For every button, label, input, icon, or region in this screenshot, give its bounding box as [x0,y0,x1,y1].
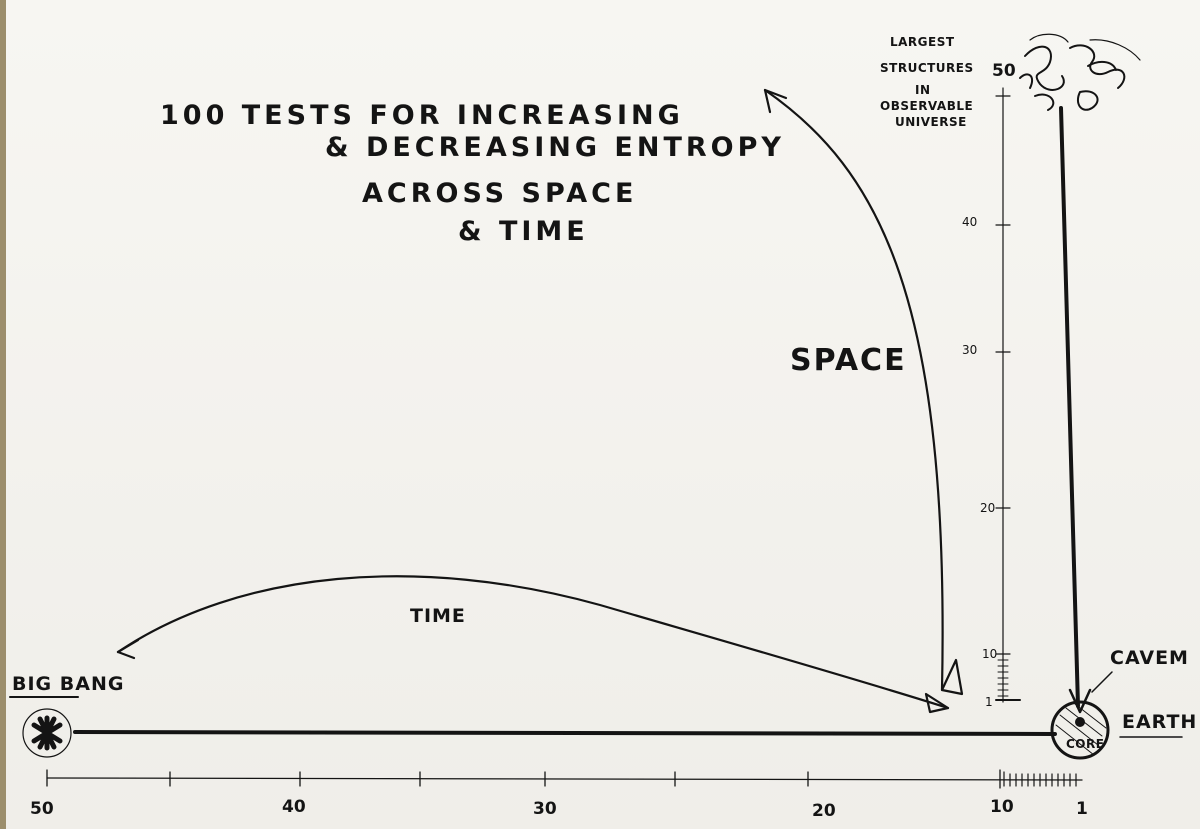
caveman-label: CAVEM [1110,647,1189,669]
space-line-arrowhead [1068,688,1092,714]
space-tick-30: 30 [962,343,977,357]
core-label: CORE [1066,737,1104,751]
title-line-4: & TIME [458,216,589,247]
title-line-3: ACROSS SPACE [362,178,637,209]
space-arrow-top-head [763,88,788,114]
title-line-2: & DECREASING ENTROPY [325,132,785,163]
svg-text:UNIVERSE: UNIVERSE [895,115,967,129]
svg-text:STRUCTURES: STRUCTURES [880,61,974,75]
big-bang-star-icon [22,708,72,758]
space-main-line [1059,106,1080,708]
time-arrow-right-head [924,692,950,714]
space-label: SPACE [790,343,907,378]
time-tick-20: 20 [812,801,836,821]
space-scale-ruler [995,87,1021,703]
largest-structures-label: LARGEST STRUCTURES IN OBSERVABLE UNIVERS… [880,35,974,129]
time-tick-labels: 50 40 30 20 10 1 [30,797,1088,821]
time-tick-10: 10 [990,797,1014,817]
title-line-1: 100 TESTS FOR INCREASING [160,100,684,131]
time-tick-40: 40 [282,797,306,817]
svg-text:IN: IN [915,83,931,97]
time-label: TIME [410,605,466,627]
caveman-pointer [1091,671,1113,693]
space-tick-1: 1 [985,695,993,709]
time-tick-1: 1 [1076,799,1088,819]
svg-text:LARGEST: LARGEST [890,35,955,49]
space-tick-50: 50 [992,61,1016,81]
diagram-title: 100 TESTS FOR INCREASING & DECREASING EN… [160,100,785,247]
big-bang-label: BIG BANG [12,673,124,695]
space-tick-20: 20 [980,501,995,515]
earth-icon [1050,700,1110,760]
svg-text:OBSERVABLE: OBSERVABLE [880,99,973,113]
time-arrow-arc [116,575,950,710]
timeline-main-line [73,730,1057,736]
time-scale-ruler [46,769,1083,789]
space-arrow-arc [763,88,944,692]
space-tick-10: 10 [982,647,997,661]
space-tick-labels: 50 40 30 20 10 1 [962,61,1016,709]
space-tick-40: 40 [962,215,977,229]
space-arrow-bottom-head [940,658,964,696]
time-arrow-left-head [116,638,140,660]
time-tick-30: 30 [533,799,557,819]
cosmic-web-sketch-icon [1019,33,1141,111]
time-tick-50: 50 [30,799,54,819]
paper-sheet [6,0,1200,829]
earth-label: EARTH [1122,711,1197,733]
